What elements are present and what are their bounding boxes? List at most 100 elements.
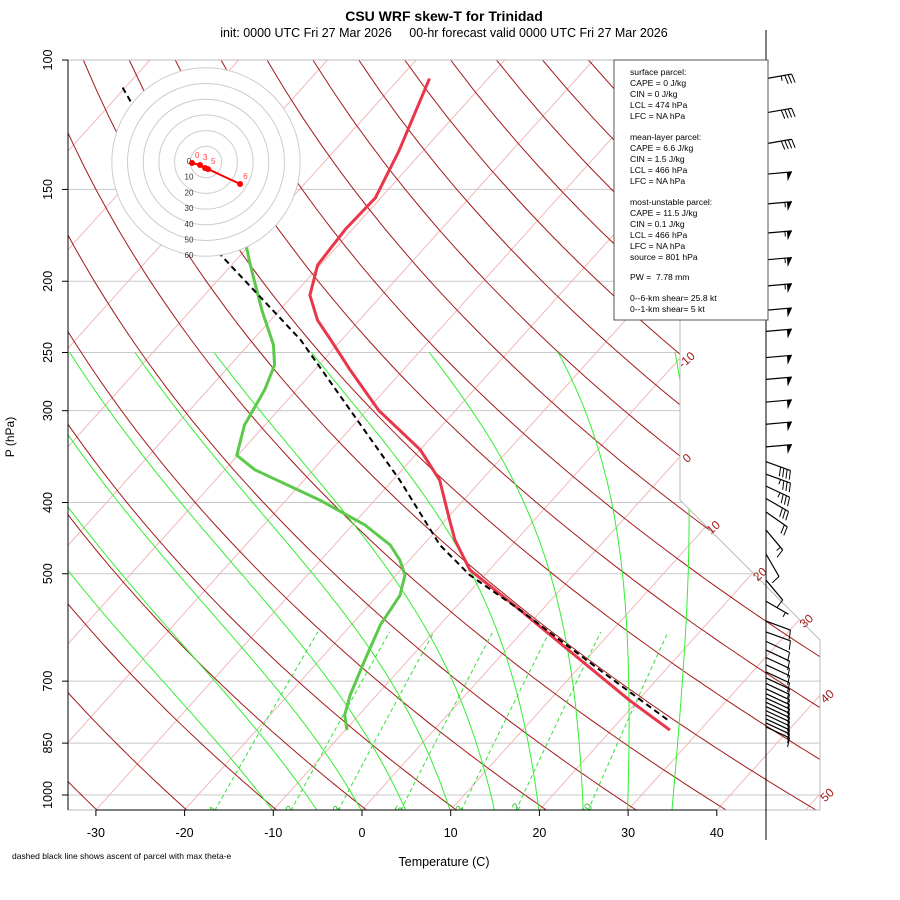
isotherm-line [68,60,594,810]
wind-barb-staff [765,664,790,677]
dry-adiabat-line [68,60,728,810]
y-tick-label: 850 [41,733,55,754]
dry-adiabat-line [68,60,548,810]
y-tick-label: 100 [41,50,55,71]
y-axis-label: P (hPa) [3,417,17,457]
isotherm-line [272,60,820,810]
hodograph-ring-label: 20 [185,188,194,197]
mixing-ratio-line [515,631,602,810]
mixing-ratio-line [337,631,435,810]
hodograph-background [112,68,300,256]
y-tick-label: 150 [41,179,55,200]
dry-adiabat-line [266,60,820,810]
wind-barb [765,376,792,387]
wind-barb-staff [765,631,791,642]
mixing-ratio-line [214,631,319,810]
most-unstable-lcl: LCL = 466 hPa [630,230,687,240]
hodograph-point [237,180,244,187]
wind-barb-staff [765,722,790,735]
wind-barb-staff [765,688,790,701]
wind-barb-feather [787,675,791,685]
wind-barb-half-feather [776,546,781,551]
wind-barb-staff [765,649,790,662]
hodograph-ring-label: 0 [187,157,192,166]
wind-barb [765,171,792,182]
wind-barb-feather [791,139,796,148]
x-tick-label: -20 [176,826,194,840]
dry-adiabat-line [68,60,188,810]
wind-barb [765,671,791,692]
wind-barb-staff [765,511,788,528]
wind-barb-feather [788,482,791,493]
wind-barb-staff [765,656,790,670]
wind-barb-staff [765,201,792,205]
wind-barb-staff [765,138,792,145]
mixing-ratio-line [587,631,669,810]
wind-barb [765,307,792,318]
wind-barb-staff [765,579,784,601]
moist-adiabat-line [428,352,584,810]
wind-barb-staff [765,620,791,631]
hodograph-point-label: 0 [195,151,200,160]
wind-barb [765,649,791,671]
surface-lfc: LFC = NA hPa [630,111,685,121]
wind-barb-staff [765,671,790,684]
wind-barb-staff [765,473,791,484]
wind-barb-flag [786,257,792,267]
wind-barb [765,529,784,558]
wind-barb-feather [780,524,785,534]
wind-barb-staff [765,73,792,80]
x-tick-label: 20 [532,826,546,840]
isotherm-line [68,60,683,810]
wind-barb-half-feather [782,612,786,618]
x-tick-label: 10 [444,826,458,840]
most-unstable-lfc: LFC = NA hPa [630,241,685,251]
wind-barb-staff [765,718,790,731]
surface-cape: CAPE = 0 J/kg [630,78,686,88]
x-tick-label: -30 [87,826,105,840]
isotherm-line [68,60,506,810]
isotherm-label: -10 [676,349,698,371]
mean-layer-lcl: LCL = 466 hPa [630,165,687,175]
mean-layer-cin: CIN = 1.5 J/kg [630,154,685,164]
wind-barb [765,497,789,521]
wind-barb [765,722,791,744]
isotherm-line [538,60,820,810]
wind-barb-staff [765,600,789,615]
wind-barb-feather [780,140,786,150]
wind-barb [765,620,791,640]
moist-adiabat-line [69,352,407,810]
wind-barb [765,201,792,212]
wind-barb-staff [765,283,792,287]
wind-barb-feather [782,509,786,519]
chart-subtitle: init: 0000 UTC Fri 27 Mar 2026 00-hr for… [220,26,667,40]
precipitable-water: PW = 7.78 mm [630,272,689,282]
wind-barb-flag [786,329,792,339]
sounding-traces [121,78,671,732]
wind-barb-staff [765,171,792,175]
wind-barb [765,421,792,432]
dry-adiabat-line [68,60,638,810]
wind-barb-feather [785,511,789,521]
wind-barb-flag [786,283,792,294]
shear-0-6km: 0--6-km shear= 25.8 kt [630,293,717,303]
wind-barb-feather [780,494,784,504]
dry-adiabat-line [68,60,368,810]
wind-barb-feather [783,495,787,505]
wind-barb-feather [776,549,784,558]
hodograph-point-label: 3 [203,153,208,162]
most-unstable-cape: CAPE = 11.5 J/kg [630,208,698,218]
dry-adiabat-line [82,60,818,810]
wind-barb-staff [765,497,789,513]
wind-barb-staff [765,697,790,710]
background-lines: 1 2 3 5 8 12 20 [68,60,820,810]
wind-barb-staff [765,726,790,739]
surface-cin: CIN = 0 J/kg [630,89,678,99]
mixing-ratio-line [400,631,494,810]
isotherm-label: 10 [704,517,724,537]
most-unstable-source: source = 801 hPa [630,252,698,262]
wind-barb-staff [765,376,792,381]
wind-barb [765,553,780,584]
wind-barb-feather [788,640,791,651]
